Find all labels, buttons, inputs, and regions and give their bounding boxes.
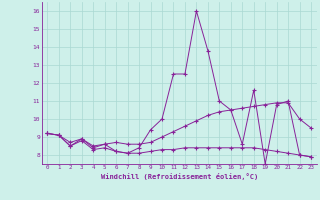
X-axis label: Windchill (Refroidissement éolien,°C): Windchill (Refroidissement éolien,°C) [100, 173, 258, 180]
